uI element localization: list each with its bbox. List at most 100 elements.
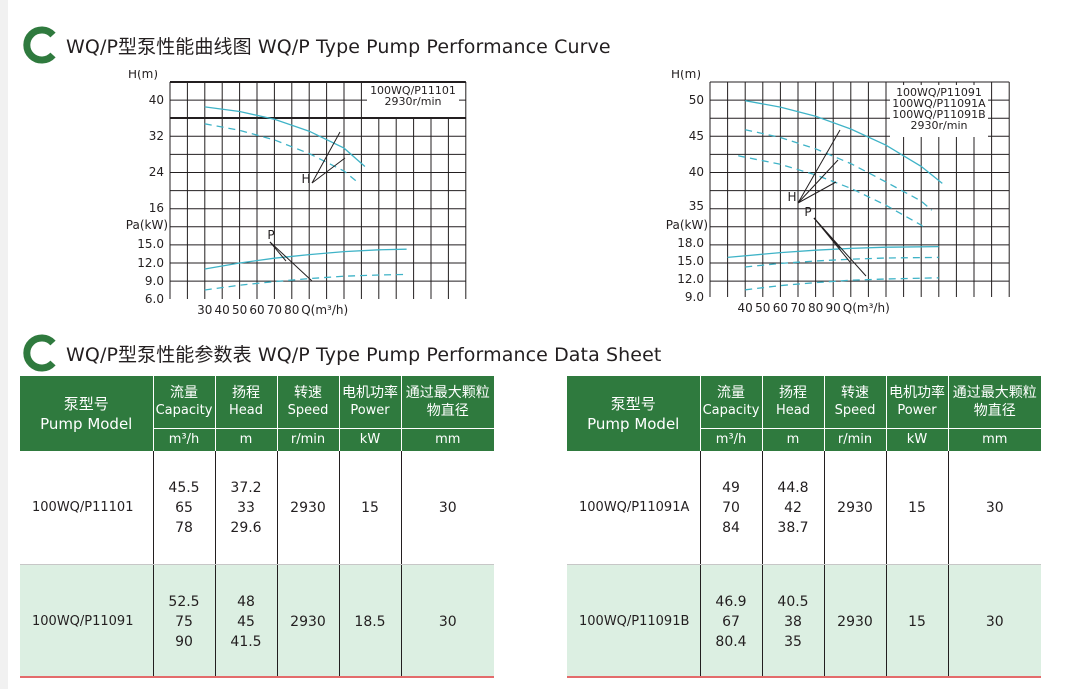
power-curve [745,277,939,291]
cell-head: 40.5 38 35 [762,564,825,678]
head-tick-label: 40 [149,93,164,107]
legend-entry: 100WQ/P11101 [370,84,456,97]
cell-model: 100WQ/P11091B [567,564,701,678]
callout-leader-line [797,129,841,204]
cell-capacity: 52.5 75 90 [153,564,216,678]
x-axis-label: Q(m³/h) [843,301,890,315]
head-curve [204,123,359,184]
cell-capacity: 45.5 65 78 [153,451,216,565]
head-tick-label: 35 [689,199,704,213]
legend-entry: 100WQ/P11091 [896,86,982,99]
table-row: 100WQ/P11101 45.5 65 78 37.2 33 29.6 2930 15… [20,451,494,565]
table-section-title: WQ/P型泵性能参数表 WQ/P Type Pump Performance D… [22,334,661,372]
cell-speed: 2930 [277,564,340,678]
head-tick-label: 40 [689,165,704,179]
header-pump-model: 泵型号 Pump Model [567,376,701,451]
cell-power: 15 [339,451,402,565]
callout-leader-line [311,157,346,184]
power-curve [204,273,407,291]
x-tick-label: 40 [215,303,230,317]
x-tick-label: 80 [808,301,823,315]
cell-speed: 2930 [824,451,887,565]
callout-leader-line [797,159,839,204]
power-tick-label: 12.0 [677,272,704,286]
table-units-row: m³/h m r/min kW mm [20,428,494,451]
unit-capacity: m³/h [153,428,216,451]
cell-head: 48 45 41.5 [215,564,278,678]
callout-leader-line [269,241,313,282]
header-capacity: 流量 Capacity [700,376,763,429]
x-tick-label: 90 [826,301,841,315]
power-tick-label: 9.0 [685,290,704,304]
head-axis-label: H(m) [671,70,701,81]
header-speed: 转速 Speed [277,376,340,429]
cell-particle: 30 [948,451,1041,565]
callout-leader-line [813,217,841,249]
table-row: 100WQ/P11091 52.5 75 90 48 45 41.5 2930 18.5… [20,564,494,678]
header-power: 电机功率 Power [886,376,949,429]
cell-power: 15 [886,451,949,565]
cell-model: 100WQ/P11101 [20,451,154,565]
x-tick-label: 50 [232,303,247,317]
head-curve-label: H [301,172,310,186]
table-section-title-text: WQ/P型泵性能参数表 WQ/P Type Pump Performance D… [66,343,662,366]
x-tick-label: 50 [755,301,770,315]
header-capacity: 流量 Capacity [153,376,216,429]
cell-model: 100WQ/P11091A [567,451,701,565]
head-tick-label: 45 [689,129,704,143]
section-c-mark-icon [23,334,56,372]
cell-head: 37.2 33 29.6 [215,451,278,565]
callout-leader-line [311,131,341,184]
header-head: 扬程 Head [215,376,278,429]
legend-entry: 100WQ/P11091A [892,97,986,110]
table-row: 100WQ/P11091A 49 70 84 44.8 42 38.7 2930 15 … [567,451,1041,565]
section-c-mark-icon [23,26,56,64]
power-axis-label: Pa(kW) [126,218,168,232]
power-tick-label: 15.0 [137,237,164,251]
cell-power: 15 [886,564,949,678]
header-pump-model: 泵型号 Pump Model [20,376,154,451]
power-curve [204,248,407,270]
x-tick-label: 70 [267,303,282,317]
header-speed: 转速 Speed [824,376,887,429]
cell-power: 18.5 [339,564,402,678]
head-curve [745,129,933,211]
legend-entry: 2930r/min [385,95,442,108]
cell-particle: 30 [401,451,494,565]
head-curve [204,106,366,167]
curve-section-title-text: WQ/P型泵性能曲线图 WQ/P Type Pump Performance C… [66,35,611,58]
unit-head: m [215,428,278,451]
unit-power: kW [886,428,949,451]
power-tick-label: 15.0 [677,254,704,268]
page-edge-strip [0,0,8,689]
head-curve [738,155,926,230]
x-tick-label: 30 [197,303,212,317]
power-curve-label: P [804,205,811,219]
header-power: 电机功率 Power [339,376,402,429]
head-axis-label: H(m) [128,70,158,81]
unit-speed: r/min [824,428,887,451]
table-header-row: 泵型号 Pump Model 流量 Capacity 扬程 Head 转速 Speed … [567,376,1041,451]
table-units-row: m³/h m r/min kW mm [567,428,1041,451]
head-tick-label: 32 [149,129,164,143]
head-curve-label: H [787,190,796,204]
header-head: 扬程 Head [762,376,825,429]
x-tick-label: 60 [773,301,788,315]
cell-model: 100WQ/P11091 [20,564,154,678]
table-header-row: 泵型号 Pump Model 流量 Capacity 扬程 Head 转速 Speed … [20,376,494,451]
power-curve [745,256,939,268]
cell-particle: 30 [948,564,1041,678]
x-tick-label: 80 [284,303,299,317]
legend-entry: 2930r/min [911,119,968,132]
performance-chart-right: 100WQ/P11091100WQ/P11091A100WQ/P11091B29… [666,70,1010,315]
head-tick-label: 50 [689,93,704,107]
power-curve-label: P [267,228,274,242]
x-tick-label: 40 [738,301,753,315]
x-tick-label: 60 [249,303,264,317]
legend-box [890,85,988,137]
cell-capacity: 49 70 84 [700,451,763,565]
power-tick-label: 6.0 [145,292,164,306]
cell-capacity: 46.9 67 80.4 [700,564,763,678]
power-tick-label: 18.0 [677,236,704,250]
